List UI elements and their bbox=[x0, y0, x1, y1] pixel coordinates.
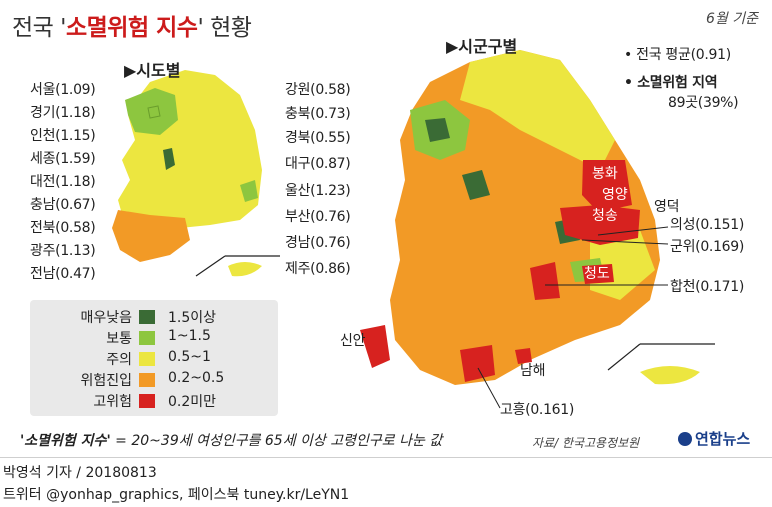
reporter-credit: 박영석 기자 / 20180813 bbox=[3, 465, 157, 481]
legend-swatch-red bbox=[139, 394, 155, 408]
goheung-pointer-line bbox=[477, 367, 501, 409]
risk-area-count: 89곳(39%) bbox=[668, 95, 739, 111]
province-map-jeonnam bbox=[112, 210, 190, 262]
risk-area-title: • 소멸위험 지역 bbox=[624, 75, 718, 91]
national-average: • 전국 평균(0.91) bbox=[624, 47, 731, 63]
map-label-yeongdeok: 영덕 bbox=[654, 199, 680, 215]
map-label-namhae: 남해 bbox=[520, 363, 546, 379]
city-header: ▶시군구별 bbox=[446, 37, 518, 56]
legend-range: 0.5~1 bbox=[168, 349, 211, 365]
legend-swatch-orange bbox=[139, 373, 155, 387]
footer-divider bbox=[0, 457, 772, 458]
province-label-gyeonggi: 경기(1.18) bbox=[30, 105, 96, 121]
county-map-red-hapcheon bbox=[530, 262, 560, 300]
province-label-daejeon: 대전(1.18) bbox=[30, 174, 96, 190]
province-map-jeju bbox=[228, 262, 262, 277]
legend-row-very-low: 매우낮음 1.5이상 bbox=[30, 307, 278, 327]
province-map-seoul bbox=[147, 105, 161, 119]
legend: 매우낮음 1.5이상 보통 1~1.5 주의 0.5~1 위험진입 0.2~0.… bbox=[30, 300, 278, 416]
legend-name: 위험진입 bbox=[80, 373, 132, 389]
legend-name: 고위험 bbox=[93, 394, 132, 410]
source-note: 자료/ 한국고용정보원 bbox=[532, 436, 640, 450]
legend-row-risk-entry: 위험진입 0.2~0.5 bbox=[30, 370, 278, 390]
map-label-hapcheon: 합천(0.171) bbox=[670, 279, 745, 295]
title-emphasis: 소멸위험 지수 bbox=[65, 15, 198, 41]
legend-name: 매우낮음 bbox=[80, 310, 132, 326]
province-label-ulsan: 울산(1.23) bbox=[285, 183, 351, 199]
legend-row-caution: 주의 0.5~1 bbox=[30, 349, 278, 369]
province-label-gwangju: 광주(1.13) bbox=[30, 243, 96, 259]
title-suffix: ' 현황 bbox=[197, 15, 252, 41]
county-map-red-bonghwa bbox=[582, 160, 632, 212]
legend-name: 보통 bbox=[106, 331, 132, 347]
legend-swatch-yellow bbox=[139, 352, 155, 366]
legend-swatch-green bbox=[139, 331, 155, 345]
social-links: 트위터 @yonhap_graphics, 페이스북 tuney.kr/LeYN… bbox=[3, 487, 350, 503]
map-label-sinan: 신안 bbox=[340, 333, 366, 349]
province-label-jeonnam: 전남(0.47) bbox=[30, 266, 96, 282]
map-label-goheung: 고흥(0.161) bbox=[500, 402, 575, 418]
map-label-bonghwa: 봉화 bbox=[592, 166, 618, 182]
index-definition-text: = 20~39세 여성인구를 65세 이상 고령인구로 나눈 값 bbox=[110, 433, 443, 449]
jeju-pointer-line bbox=[195, 255, 226, 277]
jeju-county-pointer-line-2 bbox=[607, 343, 641, 371]
map-label-yeongyang: 영양 bbox=[602, 187, 628, 203]
legend-name: 주의 bbox=[106, 352, 132, 368]
county-map bbox=[360, 50, 715, 409]
province-map-ulsan bbox=[240, 180, 258, 202]
map-label-uiseong: 의성(0.151) bbox=[670, 217, 745, 233]
county-map-darkgreen-2 bbox=[462, 170, 490, 200]
map-label-cheongsong: 청송 bbox=[592, 208, 618, 224]
province-label-gyeongbuk: 경북(0.55) bbox=[285, 130, 351, 146]
legend-row-normal: 보통 1~1.5 bbox=[30, 328, 278, 348]
county-map-red-sinan bbox=[360, 325, 390, 368]
uiseong-pointer-line bbox=[597, 226, 669, 236]
province-label-daegu: 대구(0.87) bbox=[285, 156, 351, 172]
county-map-red-uiseong bbox=[560, 205, 640, 245]
province-header: ▶시도별 bbox=[124, 61, 181, 80]
province-label-chungbuk: 충북(0.73) bbox=[285, 106, 351, 122]
legend-range: 1~1.5 bbox=[168, 328, 211, 344]
brand-logo-text: 연합뉴스 bbox=[695, 430, 751, 448]
legend-range: 0.2미만 bbox=[168, 394, 217, 410]
province-label-gangwon: 강원(0.58) bbox=[285, 82, 351, 98]
province-label-jeonbuk: 전북(0.58) bbox=[30, 220, 96, 236]
index-definition-term: '소멸위험 지수' bbox=[20, 433, 111, 449]
page-title: 전국 '소멸위험 지수' 현황 bbox=[12, 8, 252, 42]
gunwi-pointer-line bbox=[581, 239, 669, 245]
legend-range: 0.2~0.5 bbox=[168, 370, 225, 386]
province-map-sejong bbox=[163, 148, 175, 170]
province-label-busan: 부산(0.76) bbox=[285, 209, 351, 225]
map-label-gunwi: 군위(0.169) bbox=[670, 239, 745, 255]
province-label-jeju: 제주(0.86) bbox=[285, 261, 351, 277]
province-label-sejong: 세종(1.59) bbox=[30, 151, 96, 167]
map-label-cheongdo: 청도 bbox=[584, 266, 610, 282]
title-prefix: 전국 ' bbox=[12, 15, 66, 41]
legend-swatch-dark-green bbox=[139, 310, 155, 324]
brand-logo: 연합뉴스 bbox=[678, 428, 750, 449]
county-map-jeju bbox=[640, 366, 700, 385]
county-map-yellow-north bbox=[460, 50, 615, 170]
brand-logo-icon bbox=[678, 432, 692, 446]
month-note: 6월 기준 bbox=[706, 11, 758, 27]
legend-range: 1.5이상 bbox=[168, 310, 217, 326]
province-label-seoul: 서울(1.09) bbox=[30, 82, 96, 98]
county-map-red-goheung bbox=[460, 345, 495, 382]
province-label-chungnam: 충남(0.67) bbox=[30, 197, 96, 213]
county-map-red-cheongdo bbox=[582, 264, 614, 284]
province-label-incheon: 인천(1.15) bbox=[30, 128, 96, 144]
index-definition: '소멸위험 지수' = 20~39세 여성인구를 65세 이상 고령인구로 나눈… bbox=[20, 430, 442, 450]
legend-row-high-risk: 고위험 0.2미만 bbox=[30, 391, 278, 411]
province-label-gyeongnam: 경남(0.76) bbox=[285, 235, 351, 251]
county-map-red-namhae bbox=[515, 348, 532, 364]
county-map-darkgreen-1 bbox=[425, 118, 450, 142]
province-map bbox=[112, 70, 280, 277]
